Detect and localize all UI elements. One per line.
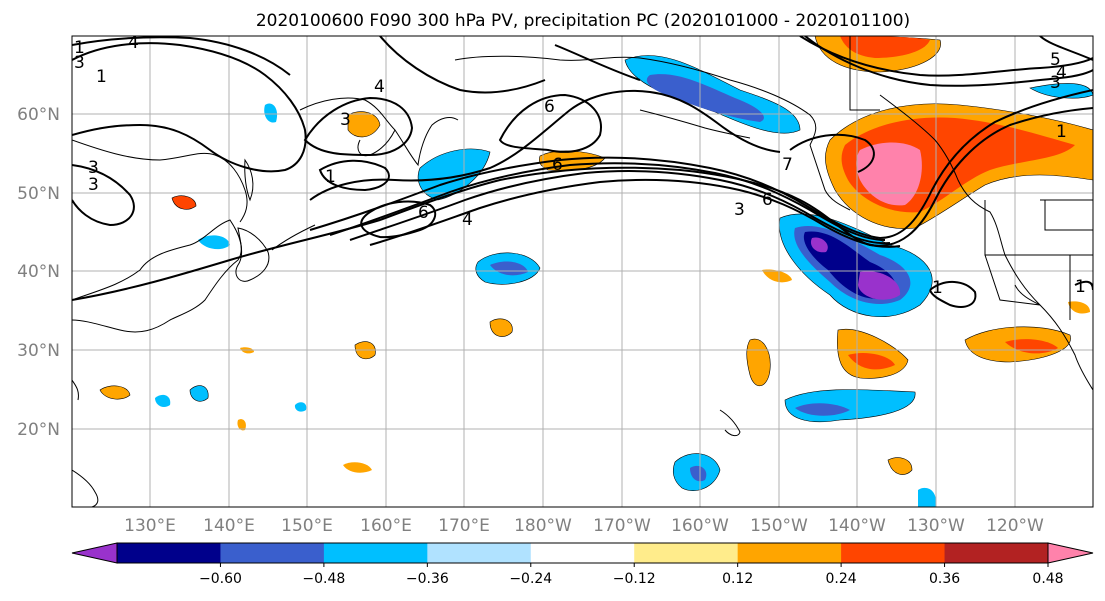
positive-anomaly-region (171, 195, 197, 210)
positive-anomaly-region (762, 269, 792, 283)
colorbar-tick-label: −0.12 (613, 571, 656, 587)
contour-label: 1 (932, 278, 943, 298)
colorbar-cell (737, 543, 842, 563)
contour-label: 3 (88, 158, 99, 178)
lon-label: 150°W (750, 516, 808, 536)
lon-label: 140°W (828, 516, 886, 536)
contour-label: 4 (462, 210, 473, 230)
lat-label: 20°N (17, 420, 60, 440)
contour-label: 1 (1075, 277, 1086, 297)
colorbar-cell (634, 543, 739, 563)
positive-anomaly-region (237, 419, 246, 431)
contour-label: 6 (552, 155, 563, 175)
contour-label: 1 (96, 67, 107, 87)
colorbar-tick-label: 0.48 (1032, 571, 1063, 587)
figure-title: 2020100600 F090 300 hPa PV, precipitatio… (256, 11, 910, 31)
contour-label: 1 (1056, 122, 1067, 142)
pv-contours (72, 36, 1093, 308)
lon-label: 140°E (203, 516, 255, 536)
negative-anomaly-region (690, 465, 707, 482)
colorbar-cell (841, 543, 946, 563)
negative-anomaly-region (858, 271, 901, 300)
contour-label: 6 (762, 190, 773, 210)
colorbar-cell (117, 543, 221, 563)
colorbar-cell (427, 543, 532, 563)
contour-label: 4 (374, 77, 385, 97)
positive-anomaly-region (343, 462, 372, 473)
negative-anomaly-region (155, 394, 171, 408)
lon-label: 130°W (907, 516, 965, 536)
lon-label: 120°W (986, 516, 1044, 536)
colorbar-ticks: −0.60 −0.48 −0.36 −0.24 −0.12 0.12 0.24 0.36 0.4… (199, 563, 1064, 587)
lat-label: 50°N (17, 184, 60, 204)
lon-label: 180°W (514, 516, 572, 536)
colorbar-frame (116, 542, 1049, 564)
longitude-labels: 130°E 140°E 150°E 160°E 170°E 180°W 170°… (124, 516, 1044, 536)
colorbar-tick-label: −0.48 (302, 571, 345, 587)
map-panel: 1 4 3 1 4 3 3 3 1 6 6 6 4 3 6 7 1 1 1 3 … (17, 33, 1094, 536)
lon-label: 160°E (360, 516, 412, 536)
contour-label: 3 (1050, 73, 1061, 93)
colorbar-cell (323, 543, 428, 563)
contour-label: 1 (74, 38, 85, 58)
contour-label: 3 (88, 175, 99, 195)
lon-label: 160°W (671, 516, 729, 536)
colorbar: −0.60 −0.48 −0.36 −0.24 −0.12 0.12 0.24 0.36 0.4… (71, 542, 1094, 587)
negative-anomaly-region (198, 235, 230, 250)
negative-anomaly-region (646, 74, 764, 122)
colorbar-extend-low (71, 542, 118, 564)
contour-label: 3 (74, 53, 85, 73)
lon-label: 130°E (124, 516, 176, 536)
colorbar-tick-label: 0.24 (826, 571, 857, 587)
colorbar-cell (530, 543, 635, 563)
positive-anomaly-region (99, 385, 131, 400)
positive-anomaly-region (848, 353, 895, 370)
lat-label: 30°N (17, 341, 60, 361)
positive-anomaly-region (489, 318, 513, 337)
map-frame (71, 35, 1094, 508)
contour-label: 5 (1050, 50, 1061, 70)
contour-label: 6 (418, 203, 429, 223)
colorbar-cells (117, 543, 1049, 563)
colorbar-tick-label: −0.24 (509, 571, 552, 587)
contour-label: 3 (734, 200, 745, 220)
colorbar-tick-label: −0.60 (199, 571, 242, 587)
negative-anomaly-region (795, 403, 850, 416)
contour-labels: 1 4 3 1 4 3 3 3 1 6 6 6 4 3 6 7 1 1 1 3 … (74, 33, 1086, 298)
contour-label: 4 (1056, 63, 1067, 83)
latitude-labels: 60°N 50°N 40°N 30°N 20°N (17, 105, 60, 440)
contour-label: 4 (128, 33, 139, 53)
lat-label: 60°N (17, 105, 60, 125)
negative-anomaly-region (810, 237, 828, 253)
map-gridlines (72, 36, 1093, 507)
lat-label: 40°N (17, 262, 60, 282)
positive-anomaly-region (746, 338, 771, 386)
negative-anomaly-region (264, 103, 278, 123)
colorbar-tick-label: −0.36 (406, 571, 449, 587)
colorbar-cell (944, 543, 1049, 563)
lon-label: 150°E (281, 516, 333, 536)
colorbar-cell (220, 543, 325, 563)
contour-label: 1 (325, 167, 336, 187)
colorbar-extend-high (1047, 542, 1094, 564)
contour-label: 3 (340, 110, 351, 130)
negative-anomaly-region (918, 487, 937, 507)
lon-label: 170°E (438, 516, 490, 536)
positive-anomaly-region (1068, 301, 1090, 314)
positive-anomaly-region (887, 457, 913, 475)
positive-anomaly-region (347, 111, 381, 138)
contour-label: 6 (544, 97, 555, 117)
colorbar-tick-label: 0.12 (722, 571, 753, 587)
negative-anomaly-region (294, 402, 307, 412)
negative-anomaly-region (490, 261, 528, 276)
positive-anomaly-region (840, 36, 930, 58)
lon-label: 170°W (593, 516, 651, 536)
negative-anomaly-region (189, 385, 209, 402)
contour-label: 7 (782, 155, 793, 175)
colorbar-tick-label: 0.36 (929, 571, 960, 587)
